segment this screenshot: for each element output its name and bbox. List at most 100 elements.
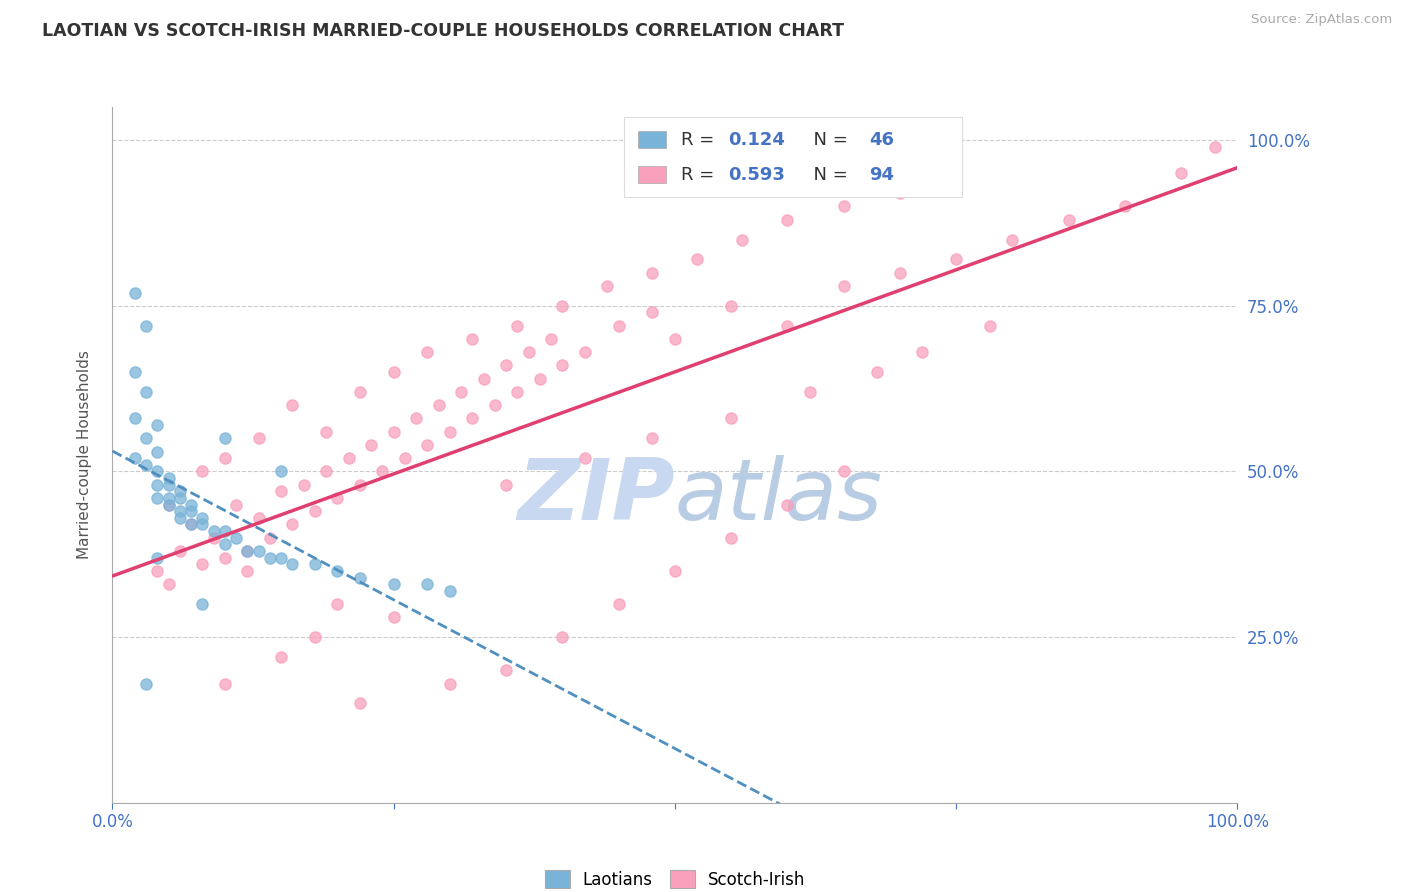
Text: 46: 46	[869, 131, 894, 149]
Point	[326, 564, 349, 578]
Text: R =: R =	[681, 166, 720, 184]
Point	[349, 384, 371, 399]
Point	[236, 544, 259, 558]
Point	[180, 517, 202, 532]
Point	[382, 425, 405, 439]
Point	[461, 332, 484, 346]
Point	[236, 544, 259, 558]
Point	[405, 411, 427, 425]
FancyBboxPatch shape	[638, 166, 666, 183]
Point	[416, 438, 439, 452]
Point	[214, 550, 236, 565]
Point	[292, 477, 315, 491]
Point	[472, 372, 495, 386]
Point	[641, 305, 664, 319]
Point	[866, 365, 889, 379]
Point	[146, 564, 169, 578]
Point	[180, 504, 202, 518]
Point	[551, 630, 574, 644]
Point	[146, 477, 169, 491]
Point	[945, 166, 967, 180]
Point	[416, 345, 439, 359]
Point	[214, 451, 236, 466]
Point	[641, 431, 664, 445]
Point	[281, 558, 304, 572]
Point	[191, 597, 214, 611]
Point	[326, 597, 349, 611]
Point	[191, 465, 214, 479]
Point	[529, 372, 551, 386]
Point	[1204, 140, 1226, 154]
Text: R =: R =	[681, 131, 720, 149]
Text: 0.593: 0.593	[728, 166, 785, 184]
Point	[236, 564, 259, 578]
Text: N =: N =	[801, 166, 853, 184]
Point	[776, 498, 799, 512]
Point	[439, 676, 461, 690]
Point	[135, 458, 157, 472]
Point	[169, 491, 191, 505]
Point	[146, 418, 169, 433]
Point	[135, 431, 157, 445]
Point	[731, 233, 754, 247]
Point	[416, 577, 439, 591]
Point	[1057, 212, 1080, 227]
Point	[495, 359, 517, 373]
FancyBboxPatch shape	[638, 131, 666, 148]
Point	[157, 498, 180, 512]
Point	[540, 332, 562, 346]
Point	[304, 504, 326, 518]
Point	[911, 345, 934, 359]
Point	[157, 577, 180, 591]
Point	[180, 498, 202, 512]
Point	[157, 477, 180, 491]
Point	[832, 199, 855, 213]
Point	[146, 491, 169, 505]
Point	[439, 583, 461, 598]
FancyBboxPatch shape	[624, 118, 962, 197]
Point	[270, 550, 292, 565]
Point	[382, 365, 405, 379]
Point	[270, 650, 292, 665]
Point	[157, 498, 180, 512]
Point	[551, 299, 574, 313]
Point	[124, 411, 146, 425]
Point	[247, 544, 270, 558]
Point	[315, 425, 337, 439]
Point	[832, 279, 855, 293]
Point	[574, 345, 596, 359]
Text: ZIP: ZIP	[517, 455, 675, 538]
Point	[337, 451, 360, 466]
Point	[1114, 199, 1136, 213]
Y-axis label: Married-couple Households: Married-couple Households	[77, 351, 91, 559]
Point	[394, 451, 416, 466]
Point	[517, 345, 540, 359]
Point	[157, 491, 180, 505]
Point	[157, 471, 180, 485]
Point	[270, 465, 292, 479]
Point	[371, 465, 394, 479]
Point	[315, 465, 337, 479]
Point	[146, 550, 169, 565]
Point	[259, 531, 281, 545]
Point	[304, 558, 326, 572]
Point	[427, 398, 450, 412]
Point	[191, 517, 214, 532]
Text: Source: ZipAtlas.com: Source: ZipAtlas.com	[1251, 13, 1392, 27]
Point	[506, 384, 529, 399]
Point	[596, 279, 619, 293]
Point	[349, 477, 371, 491]
Point	[169, 504, 191, 518]
Point	[214, 524, 236, 538]
Point	[349, 570, 371, 584]
Point	[686, 252, 709, 267]
Point	[135, 676, 157, 690]
Point	[1170, 166, 1192, 180]
Point	[450, 384, 472, 399]
Point	[607, 597, 630, 611]
Point	[607, 318, 630, 333]
Point	[225, 531, 247, 545]
Text: 94: 94	[869, 166, 894, 184]
Point	[180, 517, 202, 532]
Point	[146, 444, 169, 458]
